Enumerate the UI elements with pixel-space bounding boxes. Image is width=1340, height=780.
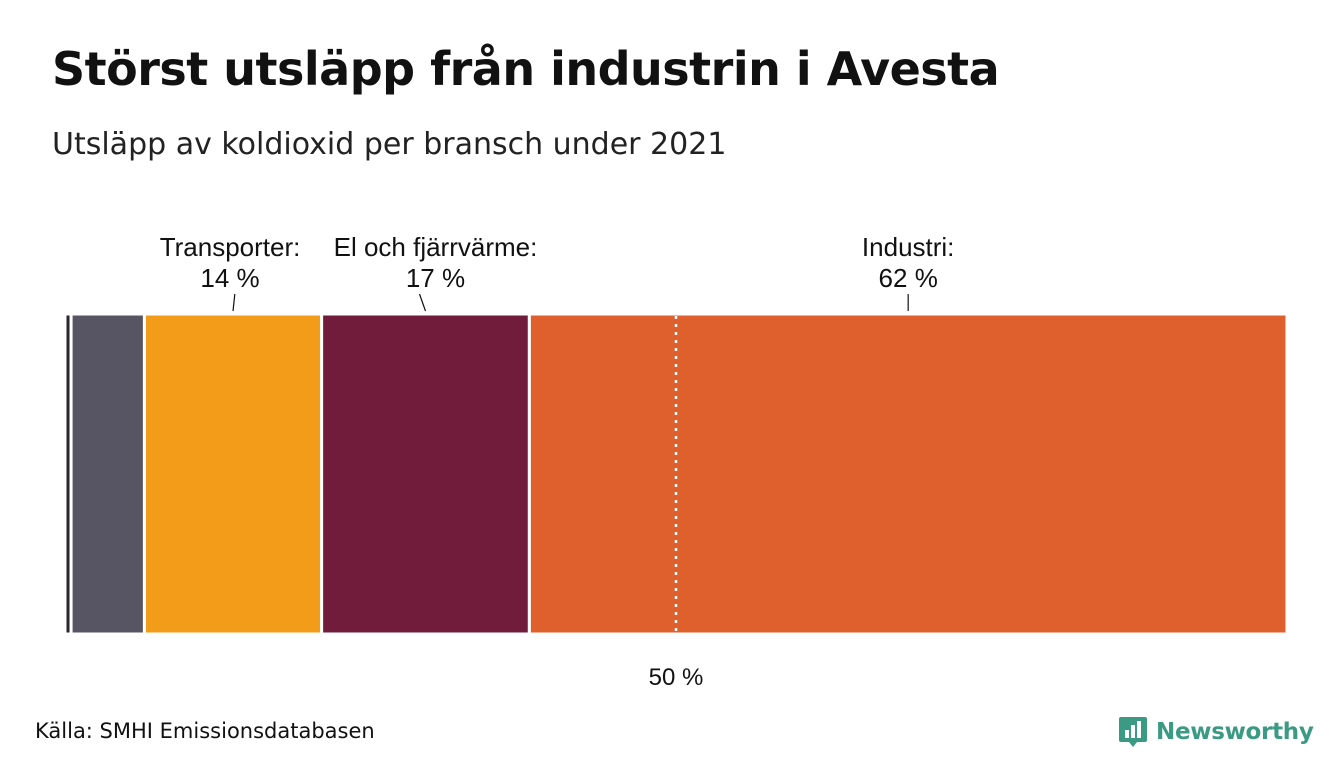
segment-value-label: 62 % bbox=[879, 263, 938, 293]
segment-name-label: Transporter: bbox=[160, 232, 301, 262]
bar-segment-3 bbox=[142, 312, 324, 636]
newsworthy-logo-icon bbox=[1119, 717, 1147, 747]
segment-name-label: Industri: bbox=[862, 232, 955, 262]
segment-value-label: 14 % bbox=[200, 263, 259, 293]
segment-leader-line bbox=[232, 293, 236, 312]
segment-leader-line bbox=[418, 293, 427, 312]
reference-line-label: 50 % bbox=[649, 664, 704, 691]
brand-logo: Newsworthy bbox=[1118, 714, 1314, 750]
chart-title: Störst utsläpp från industrin i Avesta bbox=[52, 42, 1000, 96]
bar-segment-2 bbox=[69, 312, 146, 636]
reference-line-group: 50 % bbox=[649, 316, 704, 691]
stacked-bar-chart: Transporter:14 % El och fjärrvärme:17 % In… bbox=[63, 232, 1289, 691]
segment-value-label: 17 % bbox=[406, 263, 465, 293]
segment-labels: Transporter:14 % El och fjärrvärme:17 % In… bbox=[160, 232, 955, 312]
source-note: Källa: SMHI Emissionsdatabasen bbox=[35, 719, 375, 743]
chart-subtitle: Utsläpp av koldioxid per bransch under 2… bbox=[52, 127, 727, 162]
brand-name: Newsworthy bbox=[1156, 719, 1314, 745]
bar-segments bbox=[63, 312, 1289, 636]
segment-name-label: El och fjärrvärme: bbox=[334, 232, 538, 262]
bar-segment-5 bbox=[527, 312, 1289, 636]
bar-segment-4 bbox=[320, 312, 531, 636]
